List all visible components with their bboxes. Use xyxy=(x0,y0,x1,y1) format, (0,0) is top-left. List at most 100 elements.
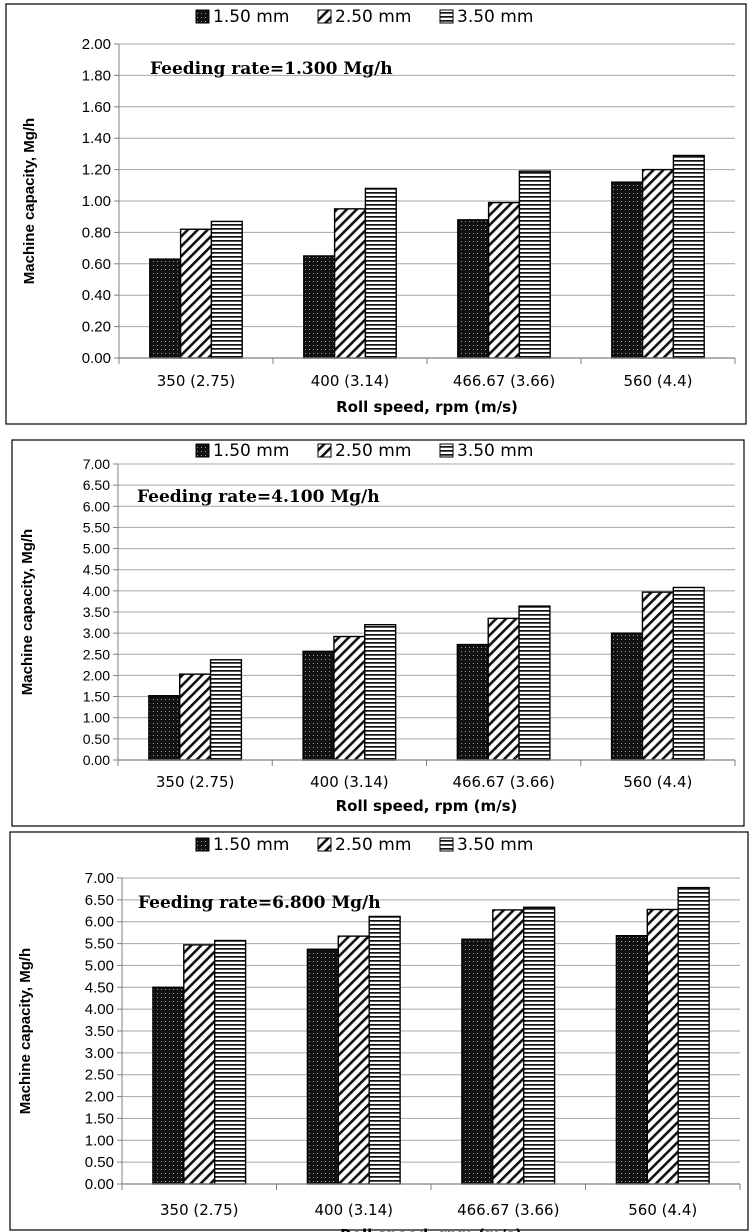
y-tick-label: 1.80 xyxy=(82,67,111,84)
y-axis-title: Machine capacity, Mg/h xyxy=(21,118,38,284)
y-tick-label: 1.50 xyxy=(83,689,110,705)
y-tick-label: 5.50 xyxy=(83,519,110,535)
y-tick-label: 2.00 xyxy=(85,1089,114,1106)
chart-frame xyxy=(5,3,747,425)
chart-legend: 1.50 mm 2.50 mm 3.50 mm xyxy=(195,441,533,461)
bar xyxy=(306,948,339,1185)
x-tick-label: 400 (3.14) xyxy=(310,773,389,791)
x-tick-label: 560 (4.4) xyxy=(623,773,692,791)
chart-1: 1.50 mm 2.50 mm 3.50 mm 0.00 0.20 0.40 0.60 0.8… xyxy=(5,3,747,425)
y-tick-label: 1.00 xyxy=(83,710,110,726)
bar xyxy=(523,906,556,1185)
y-tick-label: 2.50 xyxy=(83,646,110,662)
legend-label: 2.50 mm xyxy=(335,7,411,27)
legend-swatch xyxy=(317,9,332,24)
chart-legend: 1.50 mm 2.50 mm 3.50 mm xyxy=(195,7,533,27)
bar xyxy=(646,908,679,1185)
x-tick-label: 400 (3.14) xyxy=(314,1201,393,1219)
legend-label: 3.50 mm xyxy=(457,441,533,461)
legend-label: 1.50 mm xyxy=(213,7,289,27)
legend-label: 2.50 mm xyxy=(335,441,411,461)
x-tick-label: 350 (2.75) xyxy=(157,372,236,390)
bar xyxy=(611,181,644,359)
y-tick-label: 1.00 xyxy=(85,1132,114,1149)
y-tick-label: 5.00 xyxy=(85,957,114,974)
bar xyxy=(183,944,216,1185)
bar xyxy=(337,935,370,1185)
y-tick-label: 0.40 xyxy=(82,287,111,304)
legend-label: 3.50 mm xyxy=(457,835,533,855)
bar xyxy=(302,650,335,761)
bar xyxy=(364,623,397,761)
y-tick-label: 0.80 xyxy=(82,224,111,241)
bar xyxy=(518,170,551,359)
x-tick-label: 350 (2.75) xyxy=(156,773,235,791)
y-tick-label: 7.00 xyxy=(85,870,114,887)
y-tick-label: 1.40 xyxy=(82,130,111,147)
chart-legend: 1.50 mm 2.50 mm 3.50 mm xyxy=(195,835,533,855)
x-tick-label: 560 (4.4) xyxy=(628,1201,697,1219)
legend-swatch xyxy=(439,9,454,24)
chart-frame xyxy=(9,831,749,1231)
bar xyxy=(152,986,185,1185)
legend-swatch xyxy=(317,837,332,852)
chart-3: 1.50 mm 2.50 mm 3.50 mm 0.00 0.50 1.00 1.50 2.0… xyxy=(9,831,749,1232)
legend-label: 2.50 mm xyxy=(335,835,411,855)
bar xyxy=(333,635,366,761)
y-tick-label: 0.00 xyxy=(85,1176,114,1193)
bar xyxy=(303,255,336,359)
feeding-rate-annotation: Feeding rate=4.100 Mg/h xyxy=(137,487,380,507)
bar xyxy=(672,586,705,761)
legend-label: 1.50 mm xyxy=(213,441,289,461)
x-axis-title: Roll speed, rpm (m/s) xyxy=(340,1226,522,1232)
bar xyxy=(487,201,521,359)
legend-swatch xyxy=(195,9,210,24)
chart-2: 1.50 mm 2.50 mm 3.50 mm 0.00 0.50 1.00 1.50 2.0… xyxy=(11,439,745,827)
y-tick-label: 5.00 xyxy=(83,541,110,557)
x-tick-label: 560 (4.4) xyxy=(624,372,693,390)
x-tick-label: 466.67 (3.66) xyxy=(452,773,554,791)
y-tick-label: 2.00 xyxy=(82,36,111,53)
y-tick-label: 2.00 xyxy=(83,667,110,683)
bar xyxy=(518,605,551,761)
bar xyxy=(178,673,212,761)
y-tick-label: 5.50 xyxy=(85,936,114,953)
bar xyxy=(210,220,243,359)
x-tick-label: 350 (2.75) xyxy=(160,1201,239,1219)
y-tick-label: 3.50 xyxy=(83,604,110,620)
legend-swatch xyxy=(439,837,454,852)
legend-swatch xyxy=(195,837,210,852)
feeding-rate-annotation: Feeding rate=6.800 Mg/h xyxy=(138,893,381,913)
legend-swatch xyxy=(439,443,454,458)
bar xyxy=(672,154,705,359)
x-tick-label: 466.67 (3.66) xyxy=(453,372,555,390)
bar xyxy=(333,208,367,359)
y-tick-label: 3.00 xyxy=(85,1045,114,1062)
y-tick-label: 0.20 xyxy=(82,319,111,336)
legend-label: 1.50 mm xyxy=(213,835,289,855)
x-tick-label: 400 (3.14) xyxy=(311,372,390,390)
feeding-rate-annotation: Feeding rate=1.300 Mg/h xyxy=(150,59,393,79)
bar xyxy=(610,632,644,761)
x-tick-label: 466.67 (3.66) xyxy=(457,1201,559,1219)
bar xyxy=(149,258,182,359)
y-tick-label: 6.00 xyxy=(85,914,114,931)
y-tick-label: 2.50 xyxy=(85,1067,114,1084)
y-tick-label: 1.20 xyxy=(82,162,111,179)
bar xyxy=(461,938,494,1185)
x-axis-title: Roll speed, rpm (m/s) xyxy=(336,398,518,416)
legend-swatch xyxy=(195,443,210,458)
bar xyxy=(368,915,401,1185)
chart-panel-1: 1.50 mm 2.50 mm 3.50 mm 0.00 0.20 0.40 0.60 0.8… xyxy=(0,0,750,430)
y-tick-label: 1.60 xyxy=(82,99,111,116)
bar xyxy=(213,939,247,1185)
y-tick-label: 6.00 xyxy=(83,498,110,514)
y-tick-label: 1.50 xyxy=(85,1110,114,1127)
bar xyxy=(615,935,649,1185)
y-tick-label: 4.00 xyxy=(85,1001,114,1018)
bar xyxy=(641,591,675,761)
y-tick-label: 4.50 xyxy=(83,562,110,578)
y-tick-label: 4.50 xyxy=(85,979,114,996)
bar xyxy=(209,659,243,761)
y-tick-label: 3.00 xyxy=(83,625,110,641)
